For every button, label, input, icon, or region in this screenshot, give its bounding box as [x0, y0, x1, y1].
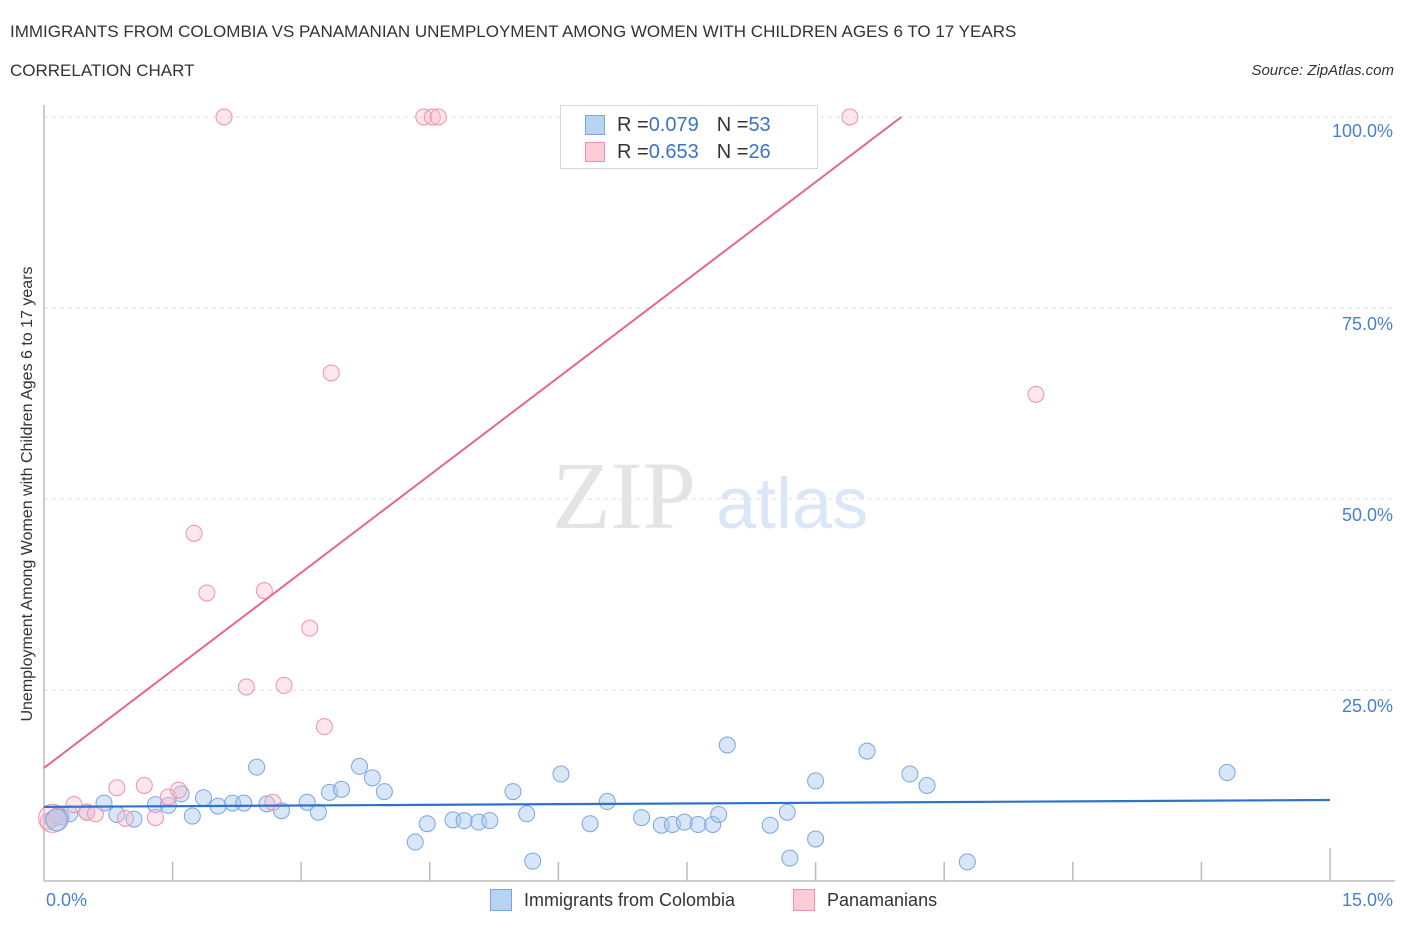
n-label: N = [716, 140, 749, 163]
data-point [718, 736, 736, 754]
legend-row-panamanians: R = 0.653 N = 26 [585, 140, 771, 164]
data-point [415, 108, 433, 126]
data-point [958, 853, 976, 871]
legend-item-colombia[interactable]: Immigrants from Colombia [490, 889, 735, 911]
data-point [1218, 764, 1236, 782]
y-tick-100: 100.0% [1331, 121, 1393, 141]
data-point [350, 757, 368, 775]
watermark-atlas: atlas [716, 464, 868, 544]
data-point [858, 742, 876, 760]
data-point [581, 815, 599, 833]
data-point [45, 808, 69, 832]
data-point [704, 815, 722, 833]
n-value: 53 [748, 113, 771, 136]
source-label: Source: ZipAtlas.com [1251, 62, 1394, 79]
data-point [518, 805, 536, 823]
data-point [38, 803, 68, 833]
data-point [183, 807, 201, 825]
data-point [552, 765, 570, 783]
data-point [78, 803, 96, 821]
data-point [275, 676, 293, 694]
data-point [198, 584, 216, 602]
data-point [116, 809, 134, 827]
data-point [301, 619, 319, 637]
x-tick-max: 15.0% [1341, 890, 1393, 910]
data-point [418, 815, 436, 833]
data-point [237, 678, 255, 696]
data-point [159, 788, 177, 806]
data-point [108, 779, 126, 797]
data-point [504, 783, 522, 801]
legend-item-panamanians[interactable]: Panamanians [793, 889, 937, 911]
data-point [781, 849, 799, 867]
data-point [598, 793, 616, 811]
data-point [235, 794, 253, 812]
data-point [761, 816, 779, 834]
data-point [778, 803, 796, 821]
data-point [363, 769, 381, 787]
data-point [86, 805, 104, 823]
y-axis-label: Unemployment Among Women with Children A… [19, 266, 36, 722]
data-point [455, 812, 473, 830]
legend-row-colombia: R = 0.079 N = 53 [585, 113, 771, 137]
legend-swatch-pink [585, 142, 605, 162]
data-point [146, 796, 164, 814]
legend-label: Immigrants from Colombia [524, 889, 736, 910]
y-tick-50: 50.0% [1341, 505, 1393, 525]
data-point [807, 772, 825, 790]
data-point [322, 364, 340, 382]
data-point [309, 803, 327, 821]
chart-subtitle: CORRELATION CHART [10, 61, 195, 80]
data-point [710, 806, 728, 824]
y-tick-25: 25.0% [1341, 696, 1393, 716]
data-point [406, 833, 424, 851]
data-point [315, 718, 333, 736]
data-point [194, 789, 212, 807]
data-point [215, 108, 233, 126]
r-label: R = [617, 140, 649, 163]
data-point [264, 793, 282, 811]
data-point [633, 809, 651, 827]
data-point [258, 795, 276, 813]
data-point [807, 830, 825, 848]
r-label: R = [617, 113, 649, 136]
data-point [1027, 385, 1045, 403]
legend-label: Panamanians [827, 889, 938, 910]
data-point [185, 524, 203, 542]
r-value: 0.653 [648, 140, 699, 163]
data-point [65, 796, 83, 814]
data-point [135, 777, 153, 794]
data-point [901, 765, 919, 783]
data-point [841, 108, 859, 126]
y-tick-75: 75.0% [1341, 314, 1393, 334]
data-point [689, 815, 707, 833]
watermark-zip: ZIP [552, 442, 696, 549]
data-point [170, 781, 188, 799]
data-point [481, 812, 499, 830]
data-point [146, 809, 164, 827]
n-value: 26 [748, 140, 771, 163]
data-point [375, 783, 393, 801]
x-tick-min: 0.0% [46, 890, 88, 910]
data-point [332, 780, 350, 798]
legend-swatch-blue [490, 889, 512, 911]
r-value: 0.079 [648, 113, 699, 136]
chart-title: IMMIGRANTS FROM COLOMBIA VS PANAMANIAN U… [10, 22, 1017, 41]
trendline-colombia [43, 798, 1331, 808]
data-point [675, 813, 693, 831]
data-point [429, 108, 447, 126]
data-point [248, 758, 266, 776]
legend-swatch-pink [793, 889, 815, 911]
n-label: N = [716, 113, 749, 136]
data-point [918, 777, 936, 794]
correlation-legend: R = 0.079 N = 53 R = 0.653 N = 26 [560, 105, 818, 169]
data-point [423, 108, 441, 126]
data-point [125, 810, 143, 828]
trendline-panamanians [43, 116, 902, 769]
data-point [255, 582, 273, 600]
data-point [48, 807, 66, 825]
data-point [524, 852, 542, 870]
legend-swatch-blue [585, 115, 605, 135]
